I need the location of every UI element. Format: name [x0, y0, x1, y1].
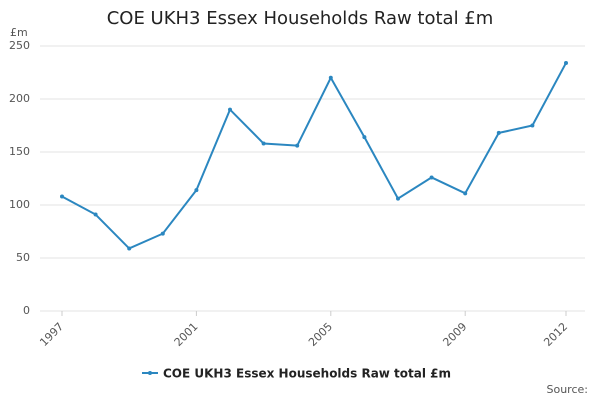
y-tick-label: 200: [9, 92, 30, 105]
point: [362, 135, 367, 140]
y-axis-label: £m: [10, 26, 28, 39]
point: [228, 107, 232, 112]
y-tick-label: 100: [9, 198, 30, 211]
x-tick-label: 2001: [172, 320, 201, 349]
y-tick-label: 150: [9, 145, 30, 158]
point: [93, 212, 98, 217]
point: [127, 246, 132, 251]
point: [463, 191, 468, 196]
legend-marker: [148, 371, 152, 375]
point: [429, 175, 434, 180]
point: [396, 196, 400, 201]
y-tick-label: 250: [9, 39, 30, 52]
point: [564, 60, 568, 65]
source: Source:: [547, 383, 589, 396]
legend-label: COE UKH3 Essex Households Raw total £m: [163, 367, 451, 381]
point: [328, 75, 333, 80]
y-tick-label: 50: [16, 251, 30, 264]
point: [194, 188, 199, 193]
y-tick-label: 0: [23, 304, 30, 317]
point: [261, 141, 266, 146]
point: [530, 123, 535, 128]
x-tick-label: 2012: [541, 320, 570, 349]
point: [160, 231, 165, 236]
x-tick-label: 2005: [306, 320, 335, 349]
point: [496, 130, 501, 135]
line: [61, 62, 567, 250]
x-tick-label: 2009: [440, 320, 469, 349]
x-tick-label: 1997: [37, 320, 66, 349]
point: [60, 194, 64, 199]
chart-title: COE UKH3 Essex Households Raw total £m: [107, 8, 494, 29]
point: [295, 143, 300, 148]
